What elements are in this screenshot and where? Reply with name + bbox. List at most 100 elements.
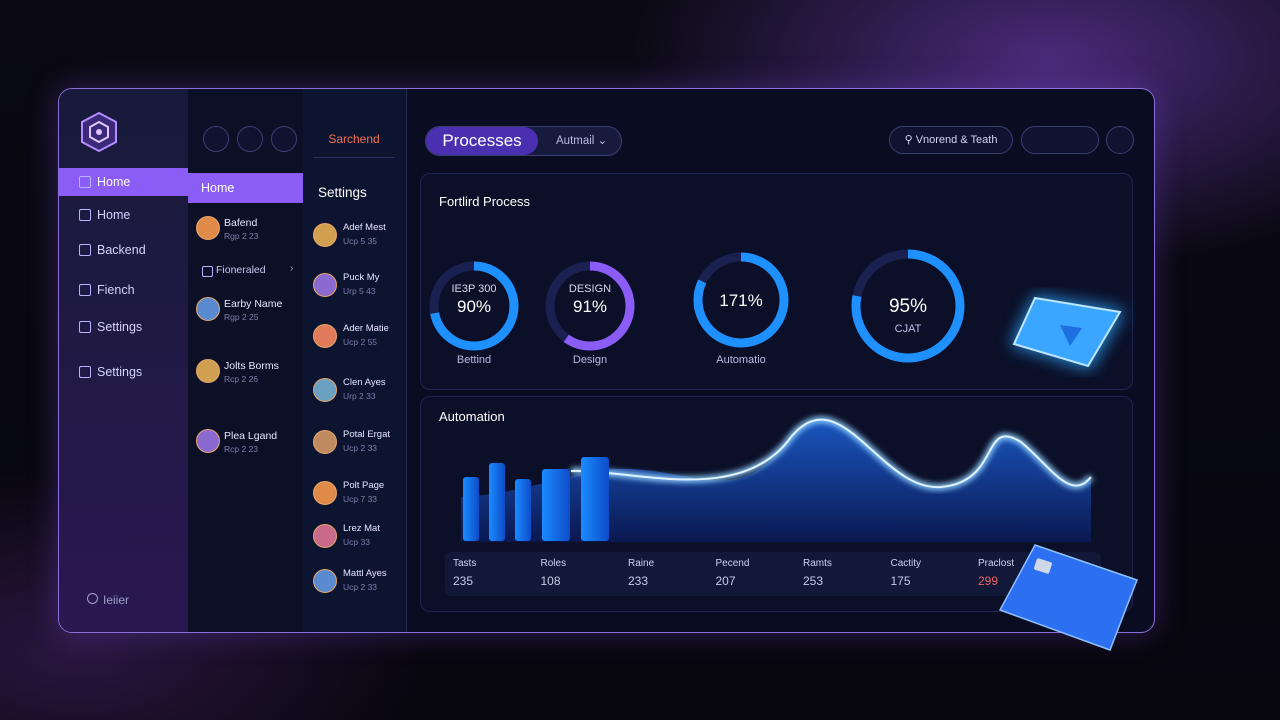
person-name: Polt Page: [343, 480, 385, 491]
person-row[interactable]: Ader Matie Ucp 2 55: [313, 322, 403, 352]
person-row[interactable]: Mattl Ayes Ucp 2 33: [313, 567, 403, 597]
person-row[interactable]: Plea Lgand Rcp 2 23: [196, 427, 301, 457]
gauge-label: Bettind: [457, 354, 491, 366]
stat-label: Ramts: [803, 558, 832, 569]
person-name: Potal Ergat: [343, 429, 390, 440]
person-row[interactable]: Fioneraled ›: [196, 260, 301, 290]
stat-cell: Ramts 253: [803, 558, 883, 592]
person-sub: Rcp 2 26: [224, 374, 259, 384]
nav-icon: [79, 321, 91, 333]
person-sub: Urp 5 43: [343, 286, 376, 296]
nav-label: Backend: [97, 243, 146, 257]
person-sub: Ucp 5 35: [343, 236, 378, 246]
person-name: Adef Mest: [343, 222, 386, 233]
person-name: Ader Matie: [343, 323, 389, 334]
person-sub: Urp 2 33: [343, 391, 376, 401]
panel-header: Settings: [318, 185, 367, 200]
stats-strip: Tasts 235 Roles 108 Raine 233 Pecend 207 Ramts 25…: [445, 552, 1101, 596]
gauge-value: 90%: [457, 297, 491, 316]
stat-value: 253: [803, 574, 824, 588]
avatar: [313, 481, 337, 505]
stat-cell: Raine 233: [628, 558, 708, 592]
footer-text: Ieiier: [103, 593, 130, 607]
nav-item[interactable]: Home: [59, 168, 188, 196]
gauge-label: Automatio: [716, 354, 766, 366]
nav-item[interactable]: Home: [59, 201, 188, 229]
icon-row: [203, 126, 297, 152]
card-title: Fortlird Process: [439, 194, 531, 209]
stat-value: 175: [890, 574, 911, 588]
nav-item[interactable]: Backend: [59, 236, 188, 264]
person-name: Earby Name: [224, 298, 283, 310]
stat-cell: Roles 108: [541, 558, 621, 592]
nav-icon: [79, 244, 91, 256]
process-selector[interactable]: Processes Autmail ⌄: [425, 126, 622, 156]
person-row[interactable]: Bafend Rgp 2 23: [196, 214, 301, 244]
gauge-ring: [851, 249, 965, 363]
stat-value: 108: [540, 574, 561, 588]
search-box[interactable]: ⚲ Vnorend & Teath: [889, 126, 1013, 154]
stat-value: 299: [978, 574, 999, 588]
person-row[interactable]: Potal Ergat Ucp 2 33: [313, 428, 403, 458]
stat-label: Cactity: [890, 558, 922, 569]
person-name: Lrez Mat: [343, 523, 380, 534]
avatar: [313, 430, 337, 454]
sidebar-footer[interactable]: Ieiier: [87, 593, 129, 607]
person-row[interactable]: Clen Ayes Urp 2 33: [313, 376, 403, 406]
avatar: [313, 378, 337, 402]
avatar: [196, 216, 220, 240]
folder-name: Fioneraled: [216, 264, 266, 276]
stat-cell: Cactity 175: [891, 558, 971, 592]
gauge-ring: [429, 261, 519, 351]
nav-item[interactable]: Fiench: [59, 276, 188, 304]
stat-label: Tasts: [453, 558, 477, 569]
person-sub: Ucp 2 55: [343, 337, 378, 347]
credit-card-graphic: [998, 544, 1138, 651]
card-title: Automation: [439, 409, 505, 424]
stat-cell: Tasts 235: [453, 558, 533, 592]
gauge-caption: IE3P 300: [451, 283, 496, 295]
person-row[interactable]: Polt Page Ucp 7 33: [313, 479, 403, 509]
avatar: [313, 324, 337, 348]
person-sub: Ucp 2 33: [343, 582, 378, 592]
person-sub: Rgp 2 23: [224, 231, 259, 241]
avatar: [313, 569, 337, 593]
automation-card: Automation Tasts 235 Roles 108 Raine 233 Pecen…: [420, 396, 1133, 612]
gauge-value: 171%: [719, 291, 762, 310]
person-row[interactable]: Lrez Mat Ucp 33: [313, 522, 403, 552]
person-name: Mattl Ayes: [343, 568, 387, 579]
folder-icon: [202, 266, 213, 277]
avatar: [313, 223, 337, 247]
person-row[interactable]: Puck My Urp 5 43: [313, 271, 403, 301]
person-sub: Ucp 2 33: [343, 443, 378, 453]
person-name: Clen Ayes: [343, 377, 386, 388]
glow-tile: [1010, 295, 1125, 370]
wave-graphic: [461, 416, 1094, 542]
stat-label: Roles: [540, 558, 567, 569]
person-sub: Rcp 2 23: [224, 444, 259, 454]
logo: [81, 111, 117, 153]
person-row[interactable]: Jolts Borms Rcp 2 26: [196, 357, 301, 387]
panel-header[interactable]: Home: [188, 173, 303, 203]
stat-cell: Pecend 207: [716, 558, 796, 592]
person-name: Jolts Borms: [224, 360, 279, 372]
people-panel: Home Bafend Rgp 2 23 Fioneraled › Earby Name…: [188, 89, 304, 632]
nav-icon: [79, 366, 91, 378]
nav-label: Fiench: [97, 283, 135, 297]
stat-value: 235: [453, 574, 474, 588]
icon-buttons[interactable]: [1021, 126, 1099, 154]
avatar: [313, 273, 337, 297]
gauge-value: 91%: [573, 297, 607, 316]
nav-label: Settings: [97, 320, 143, 334]
panel-tab[interactable]: Sarchend: [313, 121, 395, 158]
icon-button[interactable]: [1106, 126, 1134, 154]
dropdown-label: Autmail ⌄: [556, 135, 608, 147]
search-text: Vnorend & Teath: [915, 134, 998, 146]
person-row[interactable]: Adef Mest Ucp 5 35: [313, 221, 403, 251]
nav-label: Settings: [97, 365, 143, 379]
person-row[interactable]: Earby Name Rgp 2 25: [196, 295, 301, 325]
nav-item[interactable]: Settings: [59, 358, 188, 386]
nav-item[interactable]: Settings: [59, 313, 188, 341]
avatar: [196, 297, 220, 321]
